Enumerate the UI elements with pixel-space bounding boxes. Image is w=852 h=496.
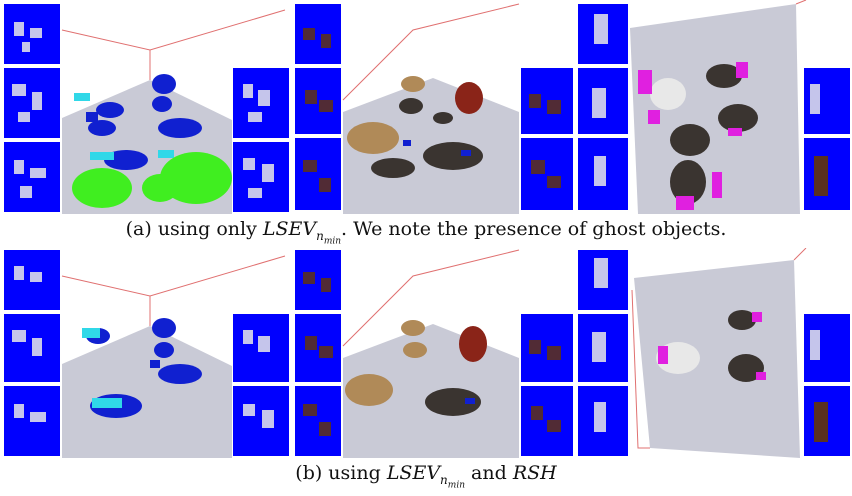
scene-furniture-render-a: [295, 3, 573, 214]
scene-person-panel-b: [578, 248, 852, 458]
caption-a-suffix: . We note the presence of ghost objects.: [341, 218, 727, 240]
scene-chairs-render-b: [4, 250, 289, 458]
caption-b-math-subsub: min: [447, 480, 465, 491]
caption-a: (a) using only LSEVnmin. We note the pre…: [0, 218, 852, 246]
caption-b: (b) using LSEVnmin and RSH: [0, 462, 852, 490]
scene-furniture-panel-b: [293, 248, 575, 458]
caption-b-math: LSEV: [386, 462, 441, 484]
scene-person-render-b: [578, 248, 850, 458]
caption-a-math-subsub: min: [323, 236, 342, 247]
scene-person-render-a: [578, 0, 850, 214]
scene-person-panel-a: [578, 0, 852, 214]
scene-chairs-panel-a: [0, 0, 292, 214]
caption-b-middle: and: [465, 462, 513, 484]
caption-b-math-sub: n: [440, 472, 448, 487]
scene-furniture-panel-a: [293, 0, 575, 214]
caption-a-math: LSEV: [262, 218, 317, 240]
scene-chairs-render-a: [4, 4, 289, 214]
caption-a-math-sub: n: [316, 228, 324, 243]
caption-a-prefix: (a) using only: [125, 218, 263, 240]
figure-row-b: [0, 248, 852, 458]
scene-chairs-panel-b: [0, 248, 292, 458]
scene-furniture-render-b: [295, 249, 573, 458]
figure-row-a: [0, 0, 852, 214]
caption-b-math2: RSH: [512, 462, 557, 484]
caption-b-prefix: (b) using: [295, 462, 387, 484]
